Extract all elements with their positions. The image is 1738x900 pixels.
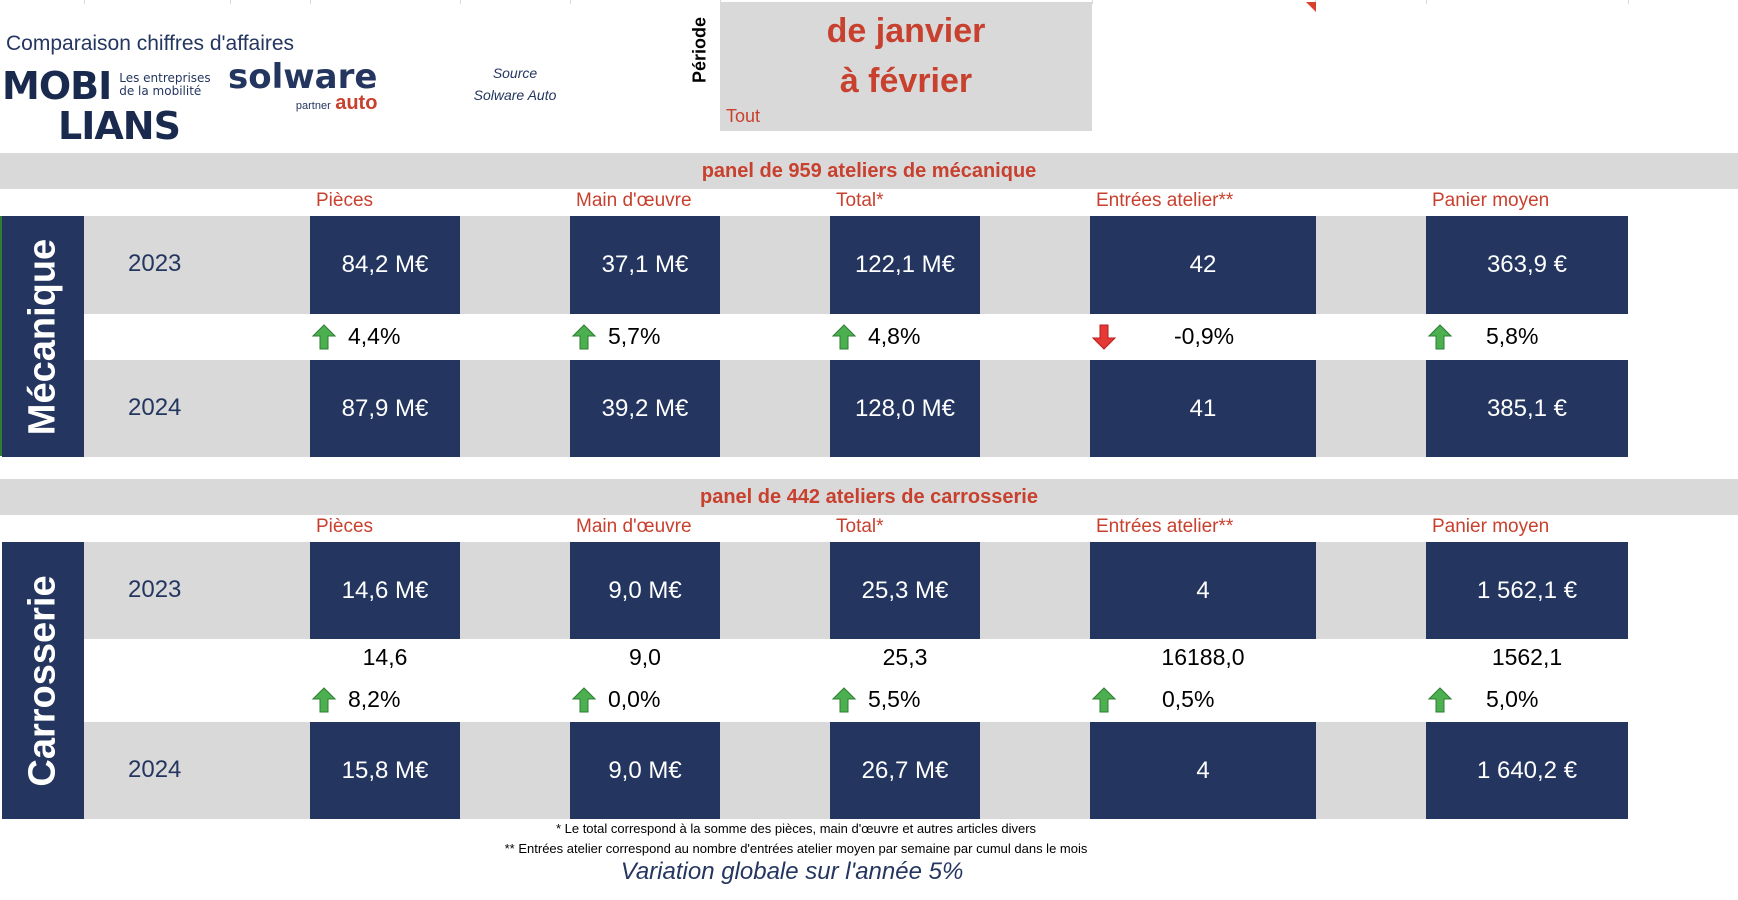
carrosserie-2023-panier: 1 562,1 € <box>1426 542 1628 639</box>
panel-carrosserie: panel de 442 ateliers de carrosserie <box>0 479 1738 515</box>
carrosserie-raw-pieces: 14,6 <box>362 644 408 670</box>
mobilians-tagline-1: Les entreprises <box>119 71 211 85</box>
mecanique-var-pieces: 4,4% <box>312 323 400 350</box>
mecanique-year-2023: 2023 <box>128 250 182 277</box>
mobilians-logo-line1: MOBI <box>2 64 112 108</box>
col-total: Total* <box>836 516 884 537</box>
carrosserie-2023-pieces: 14,6 M€ <box>310 542 460 639</box>
carrosserie-year-2023: 2023 <box>128 576 182 603</box>
carrosserie-2024-panier: 1 640,2 € <box>1426 722 1628 819</box>
mecanique-2023-entrees: 42 <box>1090 216 1316 314</box>
source-label: Source <box>492 65 538 81</box>
arrow-down-icon <box>1092 324 1116 350</box>
carrosserie-2023-total: 25,3 M€ <box>830 542 980 639</box>
arrow-up-icon <box>572 686 596 712</box>
global-variation-summary: Variation globale sur l'année 5% <box>620 858 964 885</box>
period-line-2: à février <box>839 62 973 100</box>
footnote-entrees: ** Entrées atelier correspond au nombre … <box>504 841 1088 856</box>
carrosserie-2024-total: 26,7 M€ <box>830 722 980 819</box>
carrosserie-2024-entrees: 4 <box>1090 722 1316 819</box>
periode-label: Période <box>689 16 710 84</box>
col-pieces: Pièces <box>316 190 374 211</box>
col-pieces: Pièces <box>316 516 374 537</box>
carrosserie-var-total: 5,5% <box>832 686 920 713</box>
section-carrosserie: Carrosserie <box>2 542 84 819</box>
arrow-up-icon <box>1428 323 1452 349</box>
solware-logo-name: solware <box>228 57 378 97</box>
carrosserie-2024-pieces: 15,8 M€ <box>310 722 460 819</box>
mecanique-var-total: 4,8% <box>832 323 920 350</box>
mobilians-logo-line2: LIANS <box>58 104 181 148</box>
carrosserie-2024-main-oeuvre: 9,0 M€ <box>570 722 720 819</box>
col-entrees: Entrées atelier** <box>1096 516 1234 537</box>
period-selector[interactable]: de janvier à février Tout <box>720 2 1092 131</box>
solware-logo: solware partner auto <box>228 60 377 115</box>
selection-marker <box>0 216 3 456</box>
carrosserie-year-2024: 2024 <box>128 756 182 783</box>
section-mecanique: Mécanique <box>2 216 84 457</box>
arrow-up-icon <box>312 323 336 349</box>
arrow-up-icon <box>1428 686 1452 712</box>
carrosserie-2023-main-oeuvre: 9,0 M€ <box>570 542 720 639</box>
period-filter[interactable]: Tout <box>726 106 761 126</box>
carrosserie-var-entrees: 0,5% <box>1092 686 1214 713</box>
col-main-oeuvre: Main d'œuvre <box>576 190 692 211</box>
source-value: Solware Auto <box>473 87 557 103</box>
mecanique-2024-panier: 385,1 € <box>1426 360 1628 457</box>
solware-logo-partner: partner <box>295 100 331 112</box>
carrosserie-raw-main-oeuvre: 9,0 <box>629 644 661 670</box>
mecanique-2023-main-oeuvre: 37,1 M€ <box>570 216 720 314</box>
mecanique-2023-pieces: 84,2 M€ <box>310 216 460 314</box>
carrosserie-raw-entrees: 16188,0 <box>1161 644 1245 670</box>
col-panier: Panier moyen <box>1432 190 1550 211</box>
carrosserie-raw-panier: 1562,1 <box>1491 644 1563 670</box>
arrow-up-icon <box>832 323 856 349</box>
arrow-up-icon <box>832 686 856 712</box>
carrosserie-var-main-oeuvre: 0,0% <box>572 686 660 713</box>
footnote-total: * Le total correspond à la somme des piè… <box>555 821 1037 836</box>
arrow-up-icon <box>572 323 596 349</box>
panel-mecanique: panel de 959 ateliers de mécanique <box>0 153 1738 189</box>
col-panier: Panier moyen <box>1432 516 1550 537</box>
carrosserie-var-pieces: 8,2% <box>312 686 400 713</box>
mecanique-2024-main-oeuvre: 39,2 M€ <box>570 360 720 457</box>
mecanique-var-entrees: -0,9% <box>1092 323 1234 350</box>
carrosserie-var-panier: 5,0% <box>1428 686 1538 713</box>
comment-indicator <box>1306 2 1316 12</box>
mecanique-var-main-oeuvre: 5,7% <box>572 323 660 350</box>
mecanique-year-2024: 2024 <box>128 394 182 421</box>
carrosserie-2023-entrees: 4 <box>1090 542 1316 639</box>
carrosserie-raw-total: 25,3 <box>882 644 928 670</box>
col-entrees: Entrées atelier** <box>1096 190 1234 211</box>
arrow-up-icon <box>312 686 336 712</box>
mecanique-2024-entrees: 41 <box>1090 360 1316 457</box>
mecanique-2024-pieces: 87,9 M€ <box>310 360 460 457</box>
arrow-up-icon <box>1092 686 1116 712</box>
mobilians-logo: MOBI Les entreprises de la mobilité LIAN… <box>2 64 211 148</box>
col-main-oeuvre: Main d'œuvre <box>576 516 692 537</box>
source-block: Source Solware Auto <box>440 62 590 106</box>
mecanique-2024-total: 128,0 M€ <box>830 360 980 457</box>
mecanique-2023-total: 122,1 M€ <box>830 216 980 314</box>
mecanique-var-panier: 5,8% <box>1428 323 1538 350</box>
col-total: Total* <box>836 190 884 211</box>
solware-logo-auto: auto <box>335 92 378 114</box>
mobilians-tagline-2: de la mobilité <box>119 84 202 98</box>
period-line-1: de janvier <box>826 12 986 50</box>
mecanique-2023-panier: 363,9 € <box>1426 216 1628 314</box>
report-title: Comparaison chiffres d'affaires <box>6 32 295 55</box>
